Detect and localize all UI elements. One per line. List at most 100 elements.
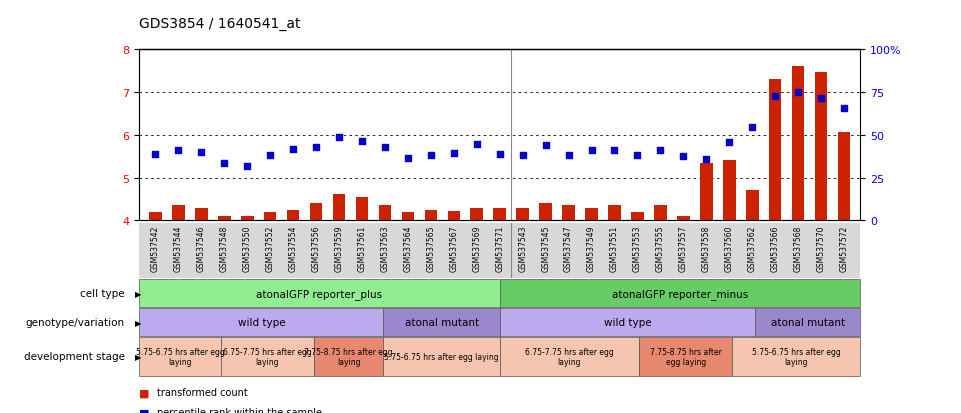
Text: GSM537544: GSM537544	[174, 225, 183, 271]
Text: ▶: ▶	[135, 318, 141, 327]
Text: GSM537565: GSM537565	[427, 225, 435, 271]
Bar	[746, 190, 758, 221]
Bar	[732, 337, 860, 376]
Point	[768, 93, 783, 100]
Point	[308, 144, 324, 151]
Point	[332, 134, 347, 141]
Text: ■: ■	[139, 387, 150, 397]
Text: genotype/variation: genotype/variation	[26, 318, 125, 328]
Point	[492, 151, 507, 158]
Text: 5.75-6.75 hrs after egg laying: 5.75-6.75 hrs after egg laying	[384, 352, 499, 361]
Bar	[448, 211, 460, 221]
Point	[262, 152, 278, 159]
Bar	[815, 73, 827, 221]
Point	[606, 147, 622, 154]
Text: wild type: wild type	[237, 318, 285, 328]
Text: transformed count: transformed count	[157, 387, 247, 397]
Point	[561, 152, 577, 159]
Bar	[333, 195, 345, 221]
Text: GSM537554: GSM537554	[288, 225, 298, 271]
Bar	[286, 210, 300, 221]
Point	[378, 144, 393, 151]
Text: wild type: wild type	[604, 318, 652, 328]
Point	[171, 147, 186, 154]
Bar	[139, 337, 221, 376]
Text: cell type: cell type	[81, 289, 125, 299]
Point	[722, 140, 737, 146]
Bar	[539, 204, 552, 221]
Text: GSM537569: GSM537569	[472, 225, 481, 271]
Point	[216, 160, 232, 166]
Bar	[195, 208, 208, 221]
Bar	[500, 280, 860, 308]
Text: GSM537564: GSM537564	[404, 225, 412, 271]
Point	[745, 125, 760, 131]
Text: 7.75-8.75 hrs after
egg laying: 7.75-8.75 hrs after egg laying	[650, 347, 722, 366]
Bar	[383, 337, 500, 376]
Bar	[149, 212, 161, 221]
Text: GSM537559: GSM537559	[334, 225, 343, 271]
Text: GSM537570: GSM537570	[817, 225, 825, 271]
Bar	[516, 208, 529, 221]
Bar	[383, 309, 500, 337]
Bar	[493, 208, 506, 221]
Point	[239, 163, 255, 169]
Text: atonalGFP reporter_minus: atonalGFP reporter_minus	[612, 288, 748, 299]
Text: GSM537550: GSM537550	[243, 225, 252, 271]
Text: GSM537562: GSM537562	[748, 225, 756, 271]
Text: GSM537547: GSM537547	[564, 225, 573, 271]
Text: 5.75-6.75 hrs after egg
laying: 5.75-6.75 hrs after egg laying	[136, 347, 225, 366]
Point	[538, 142, 554, 149]
Bar	[425, 210, 437, 221]
Text: GDS3854 / 1640541_at: GDS3854 / 1640541_at	[139, 17, 301, 31]
Text: GSM537551: GSM537551	[610, 225, 619, 271]
Text: GSM537563: GSM537563	[381, 225, 389, 271]
Text: GSM537560: GSM537560	[725, 225, 734, 271]
Text: GSM537552: GSM537552	[265, 225, 275, 271]
Point	[584, 147, 600, 154]
Bar	[500, 337, 639, 376]
Text: GSM537548: GSM537548	[220, 225, 229, 271]
Text: GSM537566: GSM537566	[771, 225, 779, 271]
Bar	[241, 217, 254, 221]
Point	[423, 152, 438, 159]
Text: 6.75-7.75 hrs after egg
laying: 6.75-7.75 hrs after egg laying	[223, 347, 311, 366]
Bar	[379, 206, 391, 221]
Bar	[221, 337, 313, 376]
Text: 7.75-8.75 hrs after egg
laying: 7.75-8.75 hrs after egg laying	[305, 347, 393, 366]
Bar	[172, 206, 185, 221]
Bar	[631, 212, 644, 221]
Bar	[792, 67, 804, 221]
Bar	[402, 212, 414, 221]
Point	[813, 95, 828, 102]
Text: GSM537556: GSM537556	[311, 225, 321, 271]
Bar	[139, 309, 383, 337]
Text: development stage: development stage	[24, 351, 125, 362]
Text: GSM537561: GSM537561	[357, 225, 366, 271]
Text: GSM537553: GSM537553	[633, 225, 642, 271]
Text: GSM537558: GSM537558	[702, 225, 711, 271]
Bar	[769, 80, 781, 221]
Bar	[585, 208, 598, 221]
Text: GSM537572: GSM537572	[840, 225, 849, 271]
Text: atonalGFP reporter_plus: atonalGFP reporter_plus	[257, 288, 382, 299]
Point	[285, 146, 301, 153]
Bar	[264, 212, 277, 221]
Text: percentile rank within the sample: percentile rank within the sample	[157, 407, 322, 413]
Point	[400, 156, 415, 162]
Text: 6.75-7.75 hrs after egg
laying: 6.75-7.75 hrs after egg laying	[525, 347, 614, 366]
Text: ■: ■	[139, 407, 150, 413]
Text: GSM537571: GSM537571	[495, 225, 505, 271]
Bar	[218, 217, 231, 221]
Text: GSM537543: GSM537543	[518, 225, 528, 271]
Point	[676, 153, 691, 160]
Bar	[139, 280, 500, 308]
Bar	[838, 133, 850, 221]
Bar	[723, 161, 735, 221]
Text: ▶: ▶	[135, 289, 141, 298]
Text: atonal mutant: atonal mutant	[405, 318, 479, 328]
Point	[836, 105, 851, 112]
Point	[629, 152, 645, 159]
Bar	[356, 197, 368, 221]
Text: GSM537555: GSM537555	[656, 225, 665, 271]
